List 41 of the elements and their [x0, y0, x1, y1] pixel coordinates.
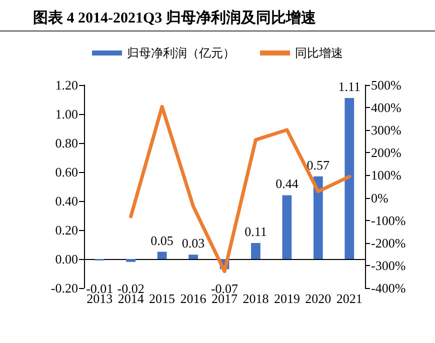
x-tick-label: 2016	[180, 291, 207, 306]
y2-tick-label: -200%	[371, 235, 406, 250]
line-series	[129, 104, 352, 274]
x-tick-label: 2015	[149, 291, 176, 306]
data-label: 0.05	[150, 232, 174, 248]
y-tick-label: 0.80	[55, 136, 78, 150]
bar	[126, 259, 136, 262]
y-tick-label: 0.40	[55, 194, 78, 208]
legend-label: 同比增速	[295, 46, 343, 60]
x-tick-label: 2018	[242, 291, 269, 306]
bar	[157, 252, 167, 259]
data-label: 0.03	[182, 236, 205, 251]
data-label: 1.11	[338, 79, 361, 94]
y2-tick-label: 400%	[371, 100, 402, 116]
y2-tick-label: -100%	[371, 212, 406, 228]
bar	[313, 176, 323, 259]
legend-label: 归母净利润（亿元）	[127, 46, 235, 60]
y2-tick-label: 100%	[371, 168, 402, 183]
y2-tick-label: 300%	[371, 122, 402, 138]
y-tick-label: 0.20	[55, 222, 78, 238]
y2-tick-label: 500%	[371, 78, 402, 92]
bar	[251, 243, 260, 259]
data-label: 0.44	[276, 176, 299, 192]
bar	[344, 98, 354, 259]
y-tick-label: 0.60	[55, 164, 78, 180]
chart-title: 图表 4 2014-2021Q3 归母净利润及同比增速	[33, 8, 317, 26]
y-tick-label: 1.00	[55, 106, 78, 122]
x-tick-label: 2019	[274, 291, 300, 306]
y2-tick-label: 200%	[371, 145, 402, 160]
data-label: 0.11	[244, 224, 267, 240]
y-tick-label: 1.20	[55, 78, 78, 92]
y-tick-label: 0.00	[55, 252, 78, 266]
data-label: 0.57	[306, 157, 330, 172]
y2-tick-label: -400%	[371, 280, 406, 296]
x-tick-label: 2020	[305, 291, 332, 306]
bar	[282, 195, 292, 259]
x-tick-label: 2021	[336, 291, 362, 306]
y2-tick-label: -300%	[371, 258, 406, 273]
bar	[188, 254, 198, 259]
y2-tick-label: 0%	[371, 190, 388, 206]
y-tick-label: -0.20	[50, 280, 78, 296]
